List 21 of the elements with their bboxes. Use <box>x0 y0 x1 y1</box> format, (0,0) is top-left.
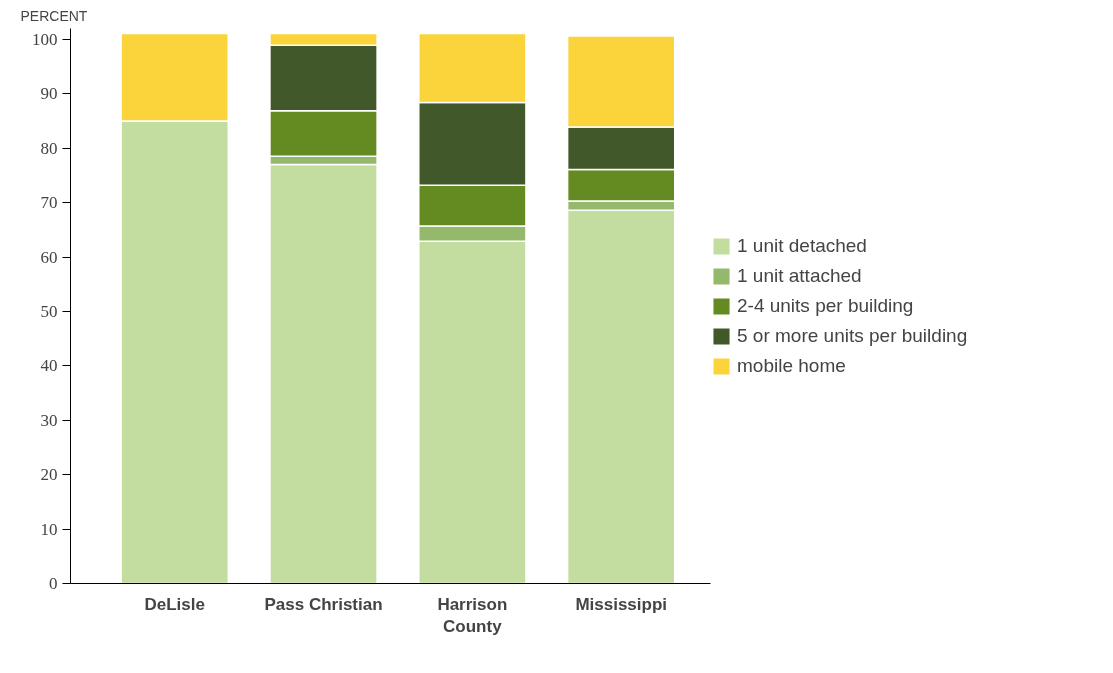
y-tick-label: 90 <box>40 84 58 104</box>
y-tick-label: 0 <box>49 574 58 593</box>
y-tick-label: 50 <box>40 301 58 321</box>
y-tick-label: 30 <box>40 410 58 430</box>
legend-label: 2-4 units per building <box>737 294 914 317</box>
x-tick-label: Pass Christian <box>264 594 383 614</box>
y-tick-label: 20 <box>40 465 58 485</box>
y-tick-label: 80 <box>40 138 58 158</box>
x-tick-label: Harrison County <box>437 594 508 637</box>
y-axis-title: PERCENT <box>20 7 88 24</box>
y-tick-label: 60 <box>40 247 58 267</box>
y-tick-label: 40 <box>40 356 58 376</box>
y-tick-label: 100 <box>32 29 58 49</box>
x-tick-label: Mississippi <box>575 594 668 614</box>
x-tick-label: DeLisle <box>144 594 205 614</box>
legend-label: 1 unit attached <box>737 264 862 287</box>
legend-label: mobile home <box>737 354 846 377</box>
legend-label: 1 unit detached <box>737 234 867 257</box>
legend-label: 5 or more units per building <box>737 324 968 347</box>
y-tick-label: 70 <box>40 193 58 213</box>
y-tick-label: 10 <box>40 519 58 539</box>
